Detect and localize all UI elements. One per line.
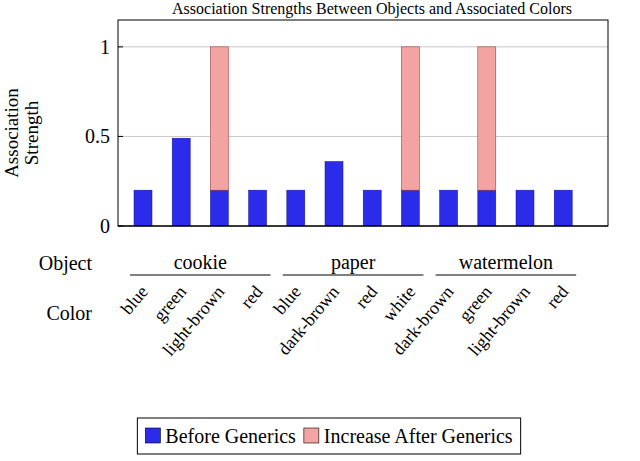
group-label: watermelon: [459, 251, 553, 273]
tick-label: 0.5: [85, 125, 110, 147]
bar: [363, 190, 381, 226]
category-label: dark-brown: [388, 282, 457, 359]
x-axis-label: Color: [46, 302, 92, 324]
category-label: light-brown: [159, 282, 229, 360]
grid-line: [118, 46, 608, 47]
legend-label: Before Generics: [165, 425, 296, 447]
bar: [516, 190, 534, 226]
bar: [440, 190, 458, 191]
group-line: [283, 275, 424, 276]
bar: [287, 190, 305, 191]
group-label: cookie: [174, 251, 227, 273]
category-label: red: [542, 282, 572, 312]
bar: [210, 47, 228, 190]
category-label: light-brown: [464, 282, 534, 360]
bar: [172, 138, 190, 226]
title: Association Strengths Between Objects an…: [172, 0, 572, 18]
category-label: dark-brown: [274, 282, 343, 359]
bar: [554, 190, 572, 191]
group-axis-label: Object: [39, 252, 93, 275]
bar: [249, 190, 267, 226]
category-label: blue: [117, 282, 152, 319]
bar: [363, 190, 381, 191]
legend-swatch: [145, 428, 160, 443]
bar: [325, 161, 343, 162]
bar: [287, 190, 305, 226]
group-label: paper: [331, 251, 376, 274]
bar: [401, 47, 419, 190]
group-line: [436, 275, 577, 276]
bar: [401, 190, 419, 226]
bar: [478, 190, 496, 226]
legend: Before Generics Increase After Generics: [137, 418, 520, 454]
tick-label: 1: [100, 36, 110, 58]
legend-box: [137, 418, 520, 454]
legend-swatch: [304, 428, 319, 443]
tick-mark: [118, 136, 123, 137]
grid-line: [118, 136, 608, 137]
bar: [210, 190, 228, 226]
bar: [134, 190, 152, 191]
category-label: blue: [270, 282, 305, 319]
bar: [325, 162, 343, 226]
y-label: Strength: [21, 100, 42, 165]
bar: [134, 190, 152, 226]
chart: Association Strengths Between Objects an…: [0, 0, 640, 461]
y-label: Association: [1, 88, 22, 178]
grid-line: [118, 226, 608, 227]
bar: [478, 47, 496, 190]
bar: [516, 190, 534, 191]
plot-frame: [118, 20, 608, 226]
bar: [554, 190, 572, 226]
category-label: red: [237, 282, 267, 312]
bar: [440, 190, 458, 226]
tick-label: 0: [100, 215, 110, 237]
bars: [134, 47, 572, 226]
group-line: [130, 275, 271, 276]
bar: [172, 138, 190, 139]
bar: [249, 190, 267, 191]
x-axis: [118, 226, 608, 227]
tick-mark: [118, 46, 123, 47]
legend-label: Increase After Generics: [324, 425, 513, 447]
category-label: red: [351, 282, 381, 312]
